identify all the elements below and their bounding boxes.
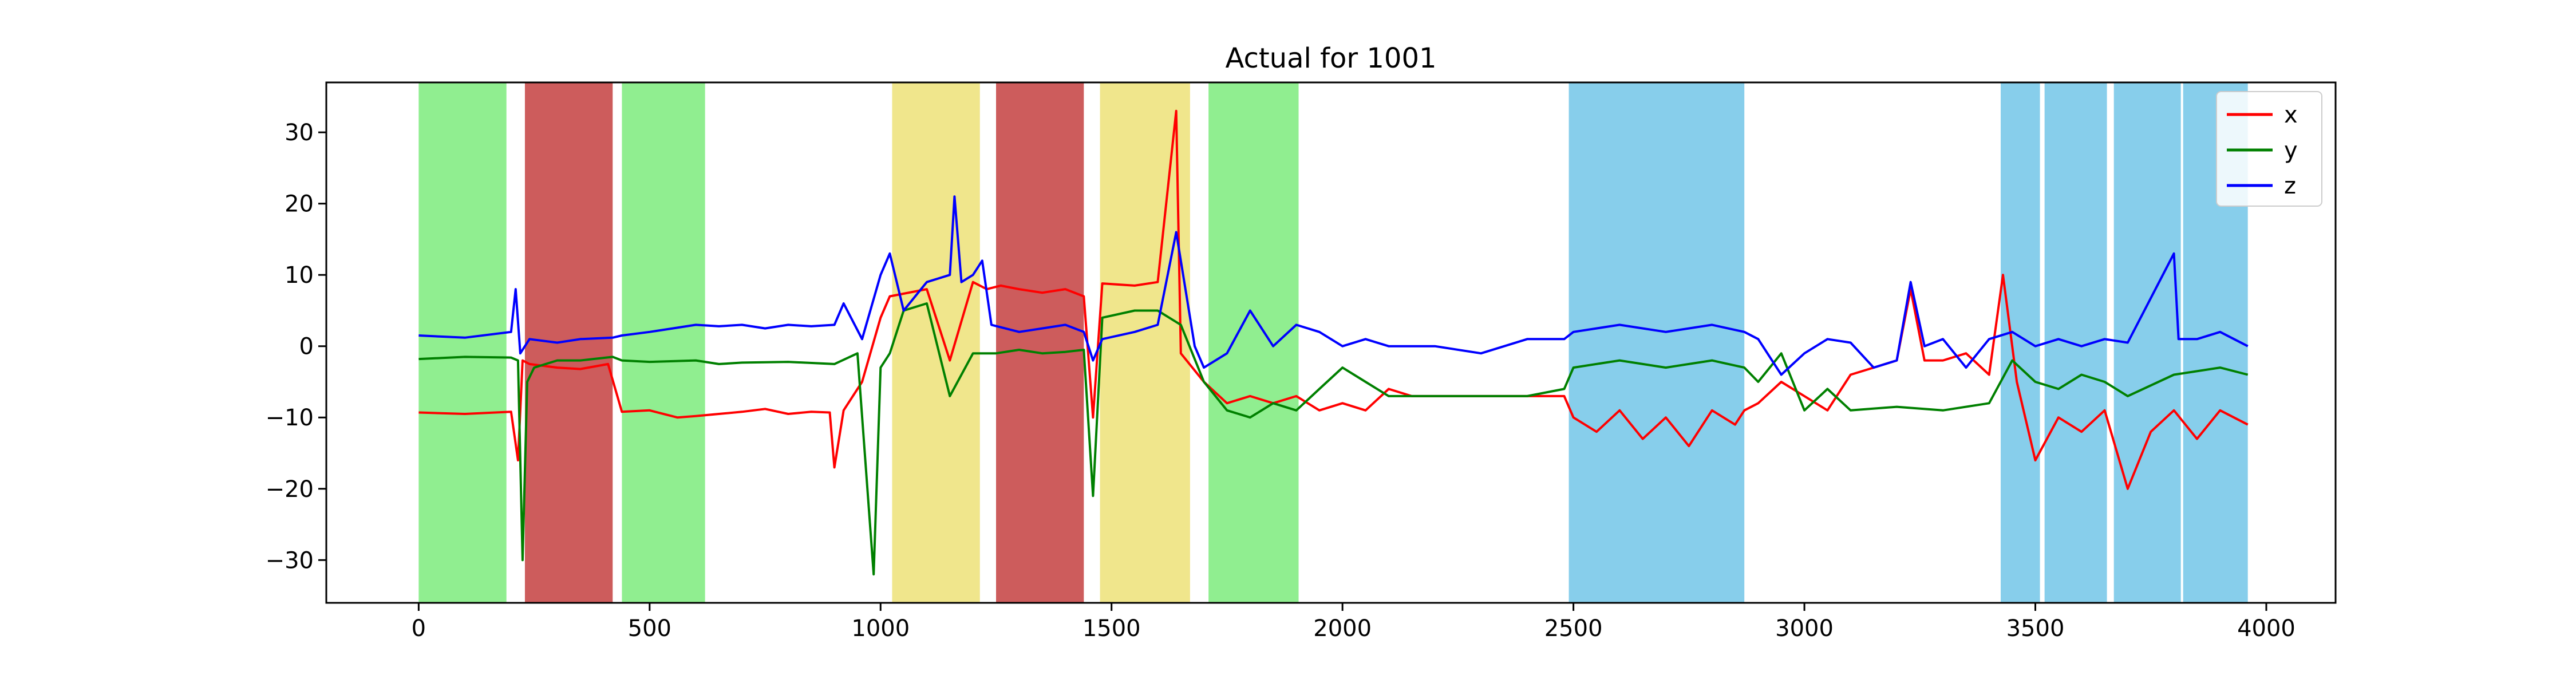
x-tick-label: 2500 [1544,615,1603,642]
legend: xyz [2216,91,2322,207]
chart-title: Actual for 1001 [1225,42,1436,74]
y-tick-label: 30 [285,120,314,146]
series-line-z [418,195,2249,376]
legend-label-x: x [2284,102,2298,128]
shaded-region-0 [418,82,507,603]
shaded-region-9 [2044,82,2107,603]
series-line-x [418,109,2249,490]
series-line-y [418,302,2249,576]
x-tick-label: 0 [412,615,426,642]
y-tick-label: 0 [299,334,314,360]
legend-label-z: z [2284,173,2296,199]
x-tick-label: 500 [628,615,671,642]
shaded-region-2 [622,82,705,603]
shaded-region-5 [1100,82,1190,603]
y-tick-label: −10 [266,405,314,431]
x-tick-label: 3000 [1775,615,1834,642]
x-tick-label: 4000 [2237,615,2296,642]
shaded-region-7 [1568,82,1745,603]
shaded-region-8 [2001,82,2040,603]
y-tick-label: −30 [266,547,314,574]
x-tick-label: 1500 [1082,615,1141,642]
x-axis: 0 500 1000 1500 2000 2500 3000 3500 4000 [412,603,2296,642]
y-tick-label: 20 [285,191,314,218]
x-tick-label: 1000 [851,615,910,642]
y-axis: −30 −20 −10 0 10 20 30 [266,120,326,574]
x-tick-label: 3500 [2006,615,2065,642]
x-tick-label: 2000 [1313,615,1372,642]
series-lines [418,109,2249,576]
shaded-regions [418,82,2248,603]
y-tick-label: 10 [285,262,314,289]
plot-area-frame [325,81,2337,604]
shaded-region-4 [996,82,1084,603]
shaded-region-6 [1208,82,1299,603]
legend-label-y: y [2284,137,2298,164]
y-tick-label: −20 [266,476,314,503]
shaded-region-1 [524,82,613,603]
